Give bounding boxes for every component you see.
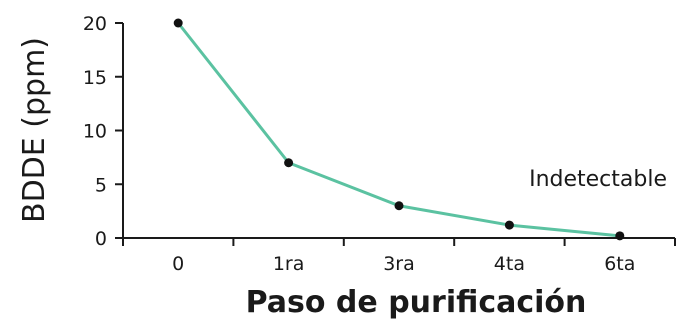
x-axis-title: Paso de purificación — [246, 285, 587, 320]
data-point — [504, 220, 514, 230]
data-point — [173, 18, 183, 28]
x-axis-ticks: 0 1ra 3ra 4ta 6ta — [122, 238, 676, 275]
x-tick-label: 6ta — [604, 253, 635, 275]
series-group — [173, 18, 625, 241]
y-tick-label: 0 — [95, 228, 107, 250]
x-tick-label: 1ra — [273, 253, 305, 275]
data-point — [284, 158, 294, 168]
indetectable-annotation: Indetectable — [529, 167, 667, 192]
y-tick-label: 10 — [83, 121, 107, 143]
data-point — [615, 231, 625, 241]
x-tick-label: 0 — [172, 253, 184, 275]
data-point — [394, 201, 404, 211]
y-tick-label: 20 — [83, 13, 107, 35]
x-tick-label: 4ta — [494, 253, 525, 275]
y-axis-title: BDDE (ppm) — [17, 37, 52, 223]
y-axis-ticks: 0 5 10 15 20 — [83, 13, 123, 250]
y-tick-label: 5 — [95, 174, 107, 196]
y-tick-label: 15 — [83, 67, 107, 89]
x-tick-label: 3ra — [383, 253, 415, 275]
